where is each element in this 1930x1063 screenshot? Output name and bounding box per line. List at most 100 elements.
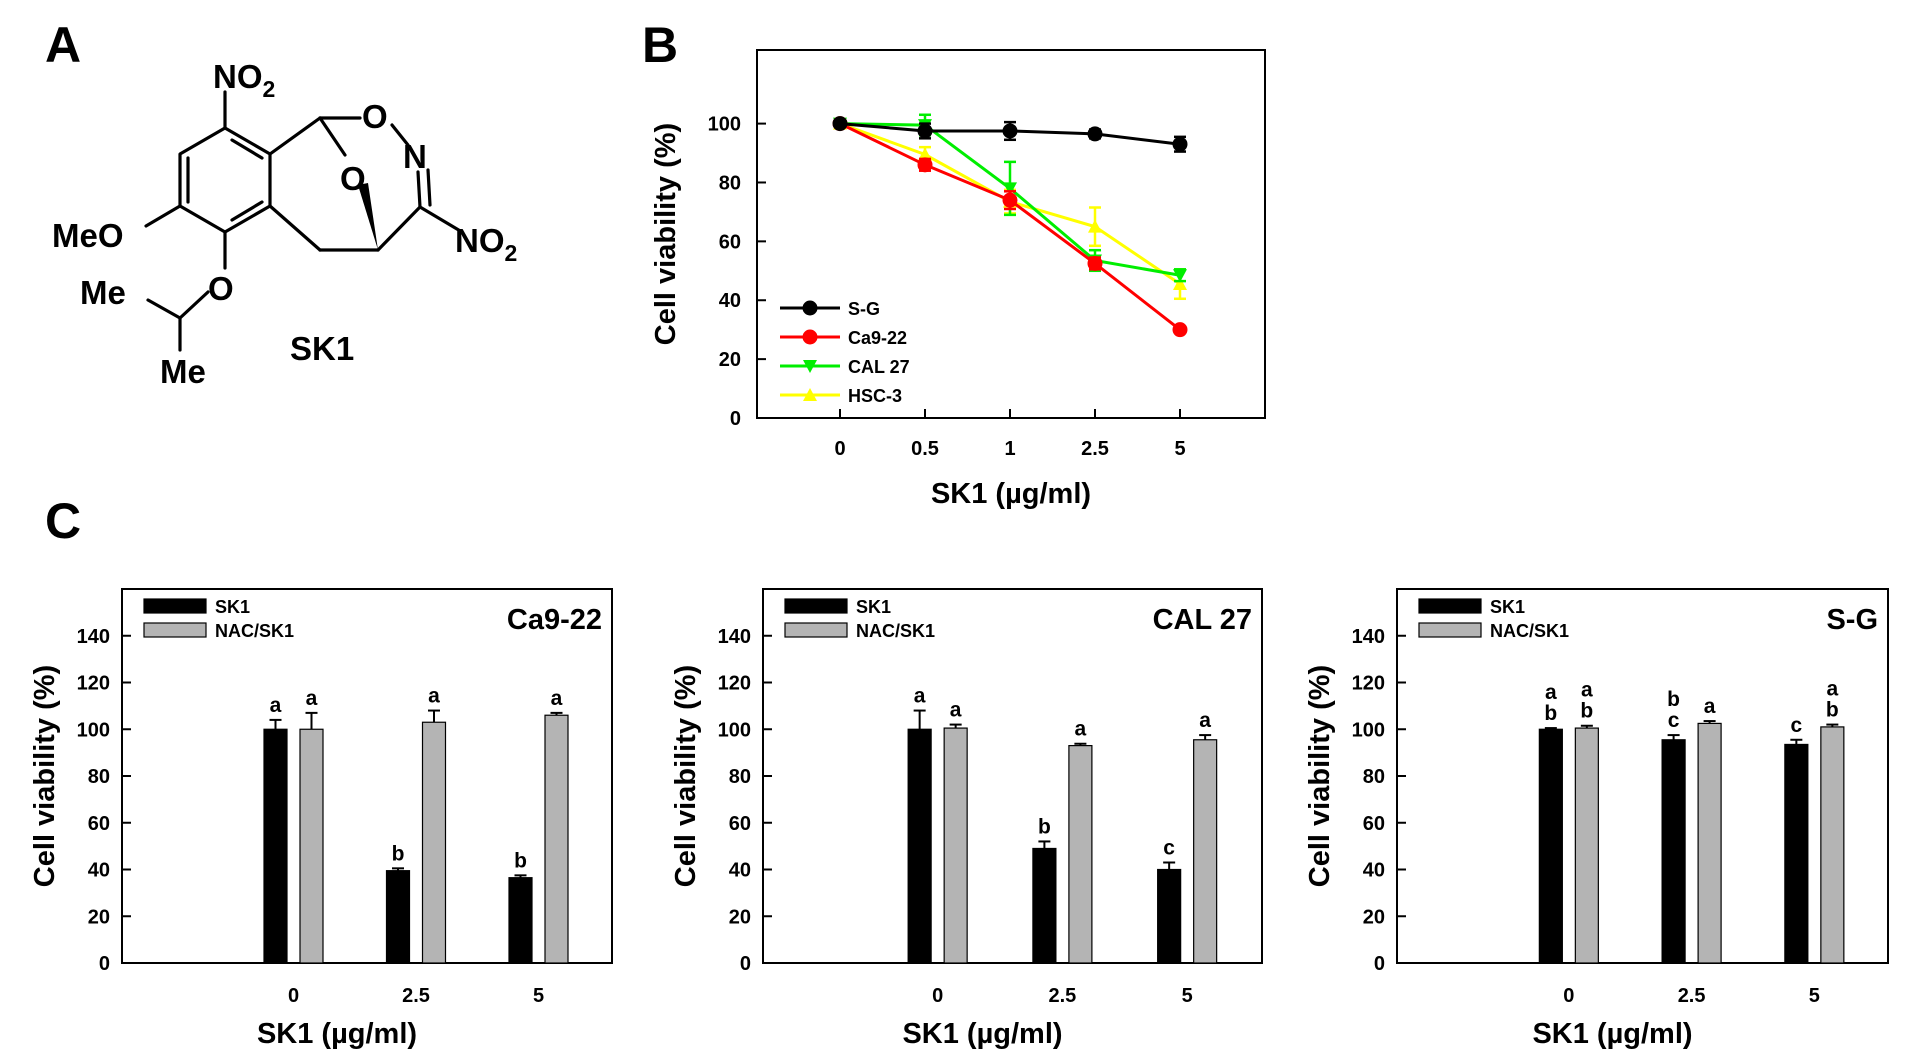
x-tick-label: 2.5 — [402, 985, 430, 1007]
y-tick-label: 20 — [729, 906, 751, 928]
bar — [1193, 739, 1218, 964]
y-tick-label: 40 — [88, 860, 110, 882]
series-sk1: a b b — [263, 694, 533, 964]
plot-frame — [121, 588, 613, 964]
significance-letter: a — [1545, 681, 1557, 704]
no2-top-label: NO2 — [213, 58, 275, 102]
y-axis-title: Cell viability (%) — [29, 665, 61, 887]
methyl-top-label: Me — [80, 274, 126, 311]
chart-title: CAL 27 — [1153, 604, 1252, 636]
significance-label: a — [950, 699, 962, 722]
structure-bonds — [144, 90, 464, 352]
legend-swatch — [143, 622, 207, 638]
y-tick-label: 40 — [729, 860, 751, 882]
significance-label: c — [1163, 836, 1175, 859]
y-tick-label: 80 — [729, 766, 751, 788]
y-tick-label: 0 — [730, 408, 741, 430]
y-axis-title: Cell viability (%) — [650, 123, 682, 345]
significance-label: a — [428, 685, 440, 708]
legend: S-G Ca9-22 CAL 27 HSC-3 — [780, 299, 910, 406]
significance-label: b — [514, 849, 527, 872]
methoxy-label: MeO — [52, 217, 124, 254]
significance-label: a — [551, 687, 563, 710]
y-tick-label: 100 — [77, 719, 110, 741]
y-tick-label: 20 — [719, 349, 741, 371]
series-nac-sk1: a b aa b — [1574, 678, 1845, 964]
chart-c-cal27: 0 20 40 60 80 100 120 140 0 2.5 5 SK1 (µg/ml) Cell v… — [670, 588, 1263, 1050]
y-tick-label: 100 — [1352, 719, 1385, 741]
no2-right-label: NO2 — [455, 222, 517, 266]
plot-frame — [756, 49, 1266, 419]
chart-title: S-G — [1826, 604, 1878, 636]
data-point — [1088, 219, 1102, 233]
y-axis-title: Cell viability (%) — [1304, 665, 1336, 887]
significance-letter: b — [392, 842, 405, 865]
x-tick-label: 5 — [533, 985, 544, 1007]
y-tick-label: 0 — [99, 953, 110, 975]
ring-oxygen-label: O — [362, 98, 388, 135]
significance-label: a — [270, 694, 282, 717]
y-axis-title: Cell viability (%) — [670, 665, 702, 887]
significance-label: b — [1038, 815, 1051, 838]
legend-swatch — [1418, 622, 1482, 638]
legend: SK1 NAC/SK1 — [143, 597, 294, 641]
y-tick-label: 60 — [719, 231, 741, 253]
legend: SK1 NAC/SK1 — [784, 597, 935, 641]
y-tick-label: 80 — [1363, 766, 1385, 788]
significance-label: a — [306, 687, 318, 710]
significance-letter: b — [1667, 688, 1680, 711]
plot-frame — [1396, 588, 1889, 964]
significance-label: a — [1704, 695, 1716, 718]
series-sk1: a b c — [907, 685, 1182, 964]
x-tick-label: 0.5 — [911, 438, 939, 460]
data-point — [1173, 269, 1187, 283]
y-tick-label: 120 — [1352, 673, 1385, 695]
x-axis-title: SK1 (µg/ml) — [1532, 1018, 1692, 1050]
significance-letter: a — [1075, 718, 1087, 741]
significance-letter: b — [514, 849, 527, 872]
legend-swatch — [784, 598, 848, 614]
data-point — [917, 157, 933, 173]
x-tick-label: 2.5 — [1678, 985, 1706, 1007]
y-tick-label: 60 — [1363, 813, 1385, 835]
legend-label: SK1 — [215, 597, 250, 617]
significance-letter: a — [950, 699, 962, 722]
significance-label: a — [914, 685, 926, 708]
x-tick-label: 0 — [288, 985, 299, 1007]
y-tick-label: 20 — [1363, 906, 1385, 928]
series-sk1: a bb c c — [1538, 681, 1809, 964]
legend-label: SK1 — [1490, 597, 1525, 617]
legend-label: NAC/SK1 — [1490, 621, 1569, 641]
significance-letter: b — [1544, 702, 1557, 725]
data-point — [1087, 126, 1103, 142]
bar — [421, 721, 447, 964]
significance-label: b — [392, 842, 405, 865]
y-tick-label: 100 — [718, 719, 751, 741]
chart-c-ca9-22: 0 20 40 60 80 100 120 140 0 2.5 5 SK1 (µg/ml) Cell v… — [29, 588, 613, 1050]
legend-label: NAC/SK1 — [215, 621, 294, 641]
series-ca9-22 — [832, 116, 1188, 338]
bar — [1068, 745, 1093, 964]
bar — [907, 728, 932, 964]
legend-swatch — [143, 598, 207, 614]
plot-frame — [762, 588, 1263, 964]
significance-letter: a — [306, 687, 318, 710]
y-tick-label: 60 — [729, 813, 751, 835]
significance-letter: a — [1827, 678, 1839, 701]
x-tick-label: 0 — [1563, 985, 1574, 1007]
bar — [299, 728, 324, 964]
y-tick-label: 80 — [88, 766, 110, 788]
bar — [385, 870, 411, 964]
panel-letter-c: C — [45, 493, 81, 549]
data-point — [1172, 136, 1188, 152]
y-tick-label: 140 — [1352, 626, 1385, 648]
significance-letter: a — [1199, 709, 1211, 732]
y-tick-label: 60 — [88, 813, 110, 835]
significance-letter: a — [428, 685, 440, 708]
legend-label: HSC-3 — [848, 386, 902, 406]
data-point — [917, 123, 933, 139]
legend-swatch — [784, 622, 848, 638]
data-point — [1003, 182, 1017, 196]
significance-letter: a — [551, 687, 563, 710]
legend-swatch — [1418, 598, 1482, 614]
